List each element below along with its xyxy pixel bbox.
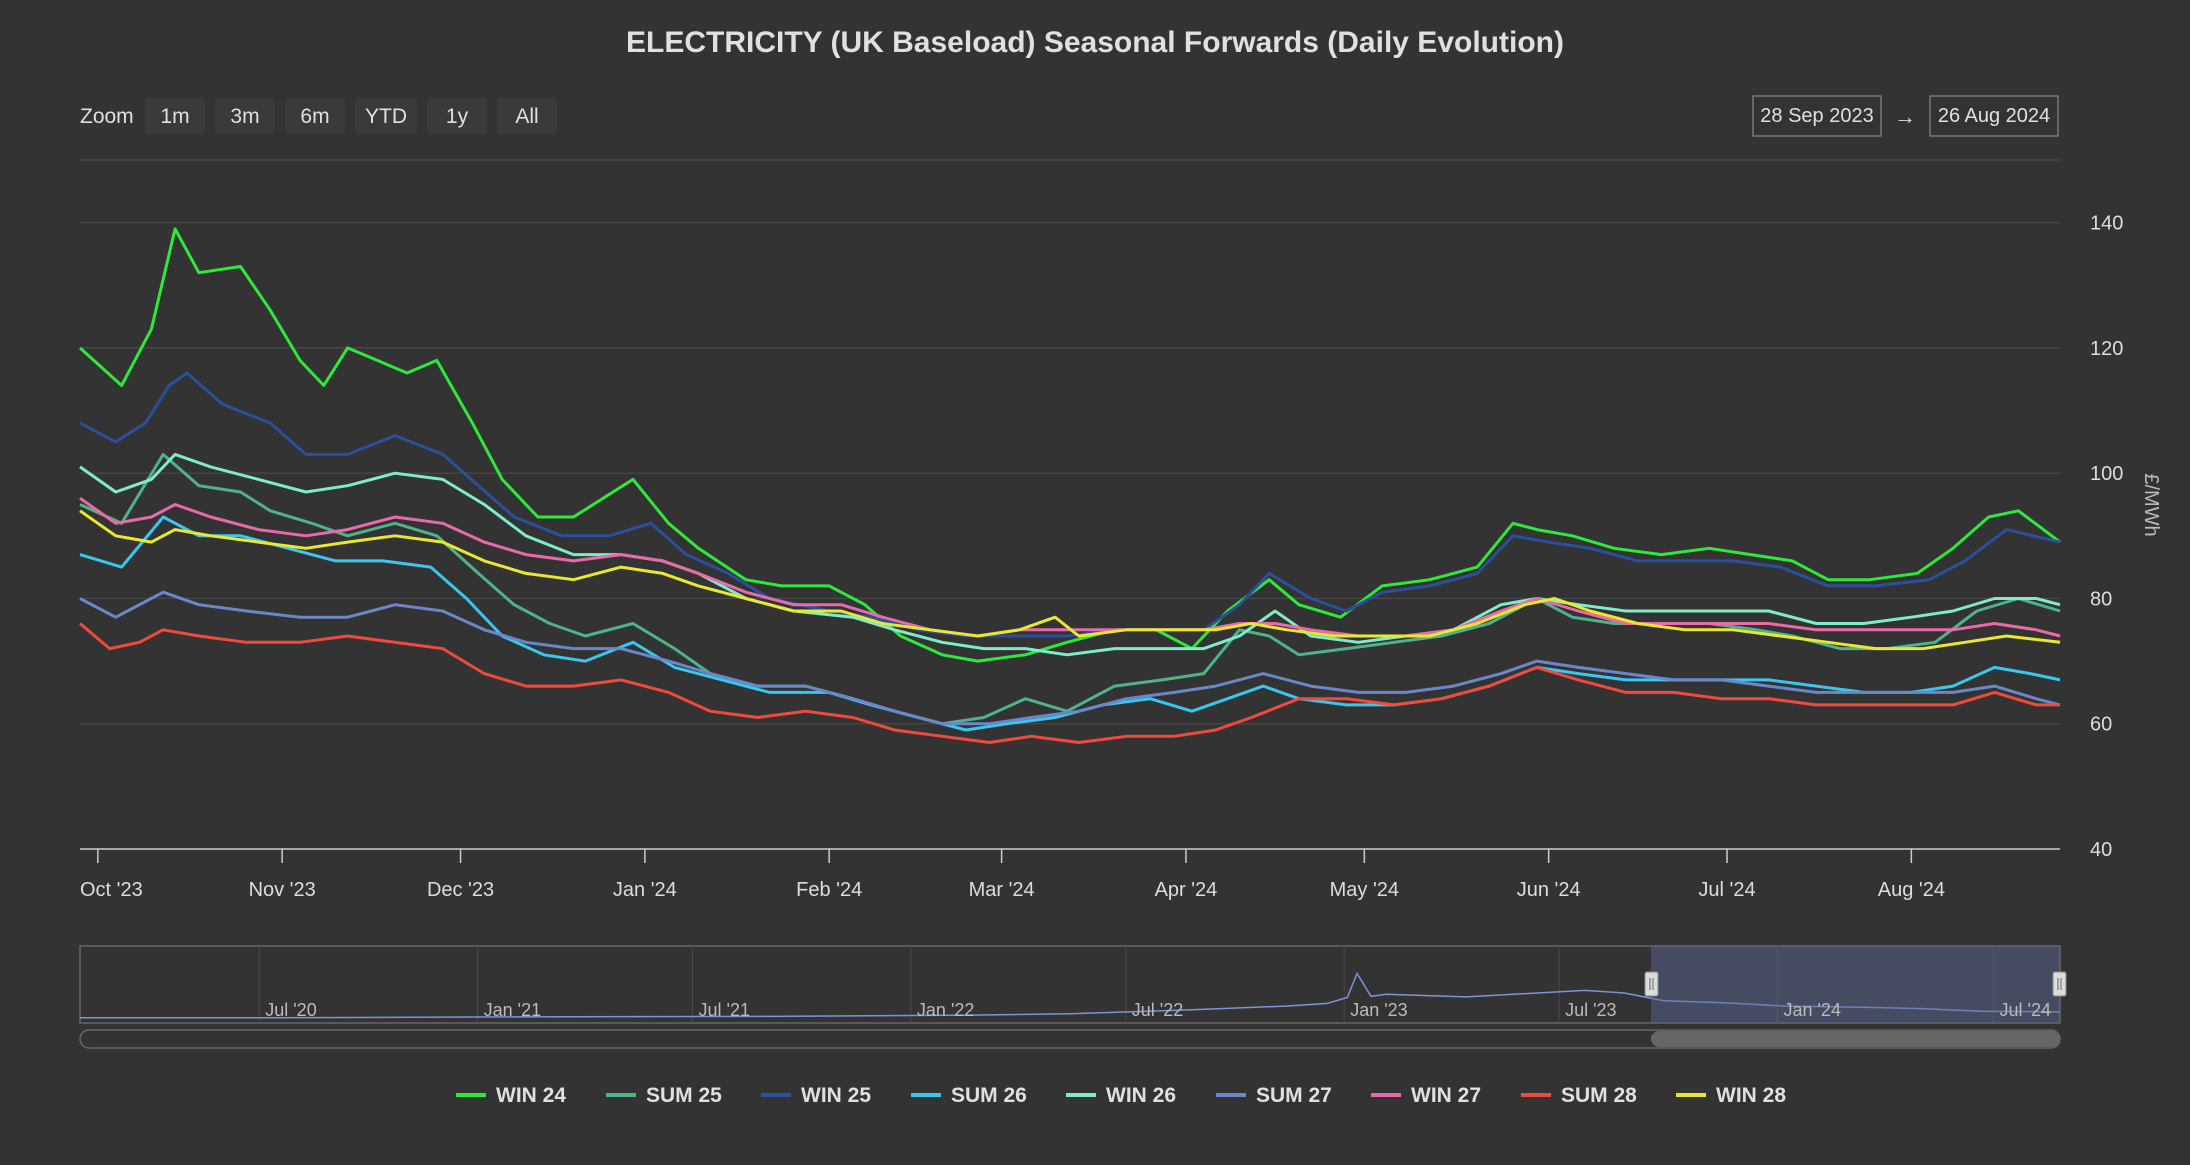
zoom-button-3m[interactable]: 3m: [215, 98, 275, 134]
zoom-button-1y-label: 1y: [446, 105, 469, 128]
x-axis: Oct '23 Nov '23 Dec '23 Jan '24 Feb '24 Mar '…: [80, 848, 2060, 901]
zoom-button-1m-label: 1m: [160, 105, 189, 128]
range-to-input[interactable]: 26 Aug 2024: [1929, 95, 2059, 137]
legend-item-win-28[interactable]: WIN 28: [1676, 1084, 1786, 1107]
navigator-grid: [258, 946, 1995, 1023]
x-tick-label: Aug '24: [1878, 879, 1945, 901]
series-line-win-24[interactable]: [78, 227, 2061, 663]
range-from-value: 28 Sep 2023: [1760, 105, 1873, 127]
legend-item-sum-25[interactable]: SUM 25: [606, 1084, 722, 1107]
series-line-sum-28[interactable]: [79, 622, 2060, 744]
zoom-button-ytd-label: YTD: [365, 105, 407, 128]
navigator-frame: [79, 945, 2061, 1024]
zoom-button-6m-label: 6m: [300, 105, 329, 128]
scrollbar-thumb[interactable]: [1651, 1031, 2060, 1047]
navigator-label: Jul '24: [2000, 1000, 2051, 1020]
navigator-left-handle[interactable]: [1644, 971, 1659, 997]
legend-item-win-27[interactable]: WIN 27: [1371, 1084, 1481, 1107]
x-tick-label: Apr '24: [1155, 879, 1218, 901]
series-line-sum-25[interactable]: [79, 452, 2061, 726]
x-tick-label: Dec '23: [427, 879, 494, 901]
legend-item-sum-26[interactable]: SUM 26: [911, 1084, 1027, 1107]
navigator-label: Jan '24: [1783, 1000, 1840, 1020]
grid-lines: [80, 159, 2060, 725]
range-from-input[interactable]: 28 Sep 2023: [1752, 95, 1882, 137]
legend-label: WIN 26: [1106, 1084, 1176, 1107]
zoom-controls: Zoom 1m 3m 6m YTD 1y: [80, 98, 557, 134]
x-tick-label: Feb '24: [796, 879, 862, 901]
navigator-series-line: [80, 971, 2061, 1019]
y-tick-label: 60: [2090, 714, 2112, 736]
range-arrow: →: [1894, 104, 1916, 129]
legend-label: SUM 25: [646, 1084, 722, 1107]
legend-item-win-25[interactable]: WIN 25: [761, 1084, 871, 1107]
legend-label: SUM 26: [951, 1084, 1027, 1107]
navigator-label: Jan '21: [484, 1000, 541, 1020]
zoom-button-1m[interactable]: 1m: [145, 98, 205, 134]
legend-label: WIN 28: [1716, 1084, 1786, 1107]
y-tick-label: 40: [2090, 839, 2112, 861]
legend: WIN 24 SUM 25 WIN 25 SUM 26 WIN 26 SUM 27 WIN …: [456, 1084, 1786, 1107]
range-to-value: 26 Aug 2024: [1938, 105, 2050, 127]
series-line-win-27[interactable]: [79, 496, 2061, 638]
date-range: 28 Sep 2023 → 26 Aug 2024: [1752, 95, 2059, 137]
legend-label: SUM 28: [1561, 1084, 1637, 1107]
zoom-label: Zoom: [80, 105, 134, 128]
legend-item-win-24[interactable]: WIN 24: [456, 1084, 566, 1107]
x-tick-label: Mar '24: [969, 879, 1035, 901]
series-line-sum-27[interactable]: [79, 590, 2061, 726]
x-tick-label: Jun '24: [1517, 879, 1581, 901]
navigator-label: Jan '22: [917, 1000, 974, 1020]
zoom-button-all-label: All: [515, 105, 538, 128]
x-tick-label: Nov '23: [249, 879, 316, 901]
legend-label: WIN 27: [1411, 1084, 1481, 1107]
navigator: Jul '20 Jan '21 Jul '21 Jan '22 Jul '22 Jan '…: [79, 945, 2067, 1024]
zoom-button-all[interactable]: All: [497, 98, 557, 134]
legend-item-sum-28[interactable]: SUM 28: [1521, 1084, 1637, 1107]
x-tick-label: Oct '23: [80, 879, 143, 901]
chart-title: ELECTRICITY (UK Baseload) Seasonal Forwa…: [626, 26, 1564, 59]
plot-series: [78, 227, 2061, 744]
navigator-right-handle[interactable]: [2052, 971, 2067, 997]
navigator-label: Jan '23: [1350, 1000, 1407, 1020]
zoom-button-3m-label: 3m: [230, 105, 259, 128]
series-line-win-28[interactable]: [79, 509, 2061, 651]
zoom-button-ytd[interactable]: YTD: [355, 98, 417, 134]
zoom-button-1y[interactable]: 1y: [427, 98, 487, 134]
navigator-labels: Jul '20 Jan '21 Jul '21 Jan '22 Jul '22 Jan '…: [265, 1000, 2051, 1020]
scrollbar[interactable]: [79, 1029, 2061, 1049]
x-tick-label: Jul '24: [1698, 879, 1755, 901]
zoom-button-6m[interactable]: 6m: [285, 98, 345, 134]
navigator-label: Jul '21: [699, 1000, 750, 1020]
y-tick-label: 120: [2090, 338, 2123, 360]
y-tick-label: 80: [2090, 588, 2112, 610]
series-line-win-25[interactable]: [79, 371, 2061, 638]
y-axis: 40 60 80 100 120 140: [2090, 213, 2123, 861]
y-axis-title: £/MWh: [2140, 473, 2162, 536]
navigator-label: Jul '23: [1565, 1000, 1616, 1020]
legend-item-sum-27[interactable]: SUM 27: [1216, 1084, 1332, 1107]
navigator-label: Jul '20: [265, 1000, 316, 1020]
series-line-win-26[interactable]: [79, 452, 2061, 657]
legend-label: SUM 27: [1256, 1084, 1332, 1107]
navigator-label: Jul '22: [1132, 1000, 1183, 1020]
x-tick-label: May '24: [1330, 879, 1399, 901]
y-tick-label: 100: [2090, 463, 2123, 485]
x-tick-label: Jan '24: [613, 879, 677, 901]
legend-label: WIN 25: [801, 1084, 871, 1107]
legend-label: WIN 24: [496, 1084, 566, 1107]
navigator-selected-range[interactable]: [1651, 946, 2060, 1023]
y-tick-label: 140: [2090, 213, 2123, 235]
legend-item-win-26[interactable]: WIN 26: [1066, 1084, 1176, 1107]
